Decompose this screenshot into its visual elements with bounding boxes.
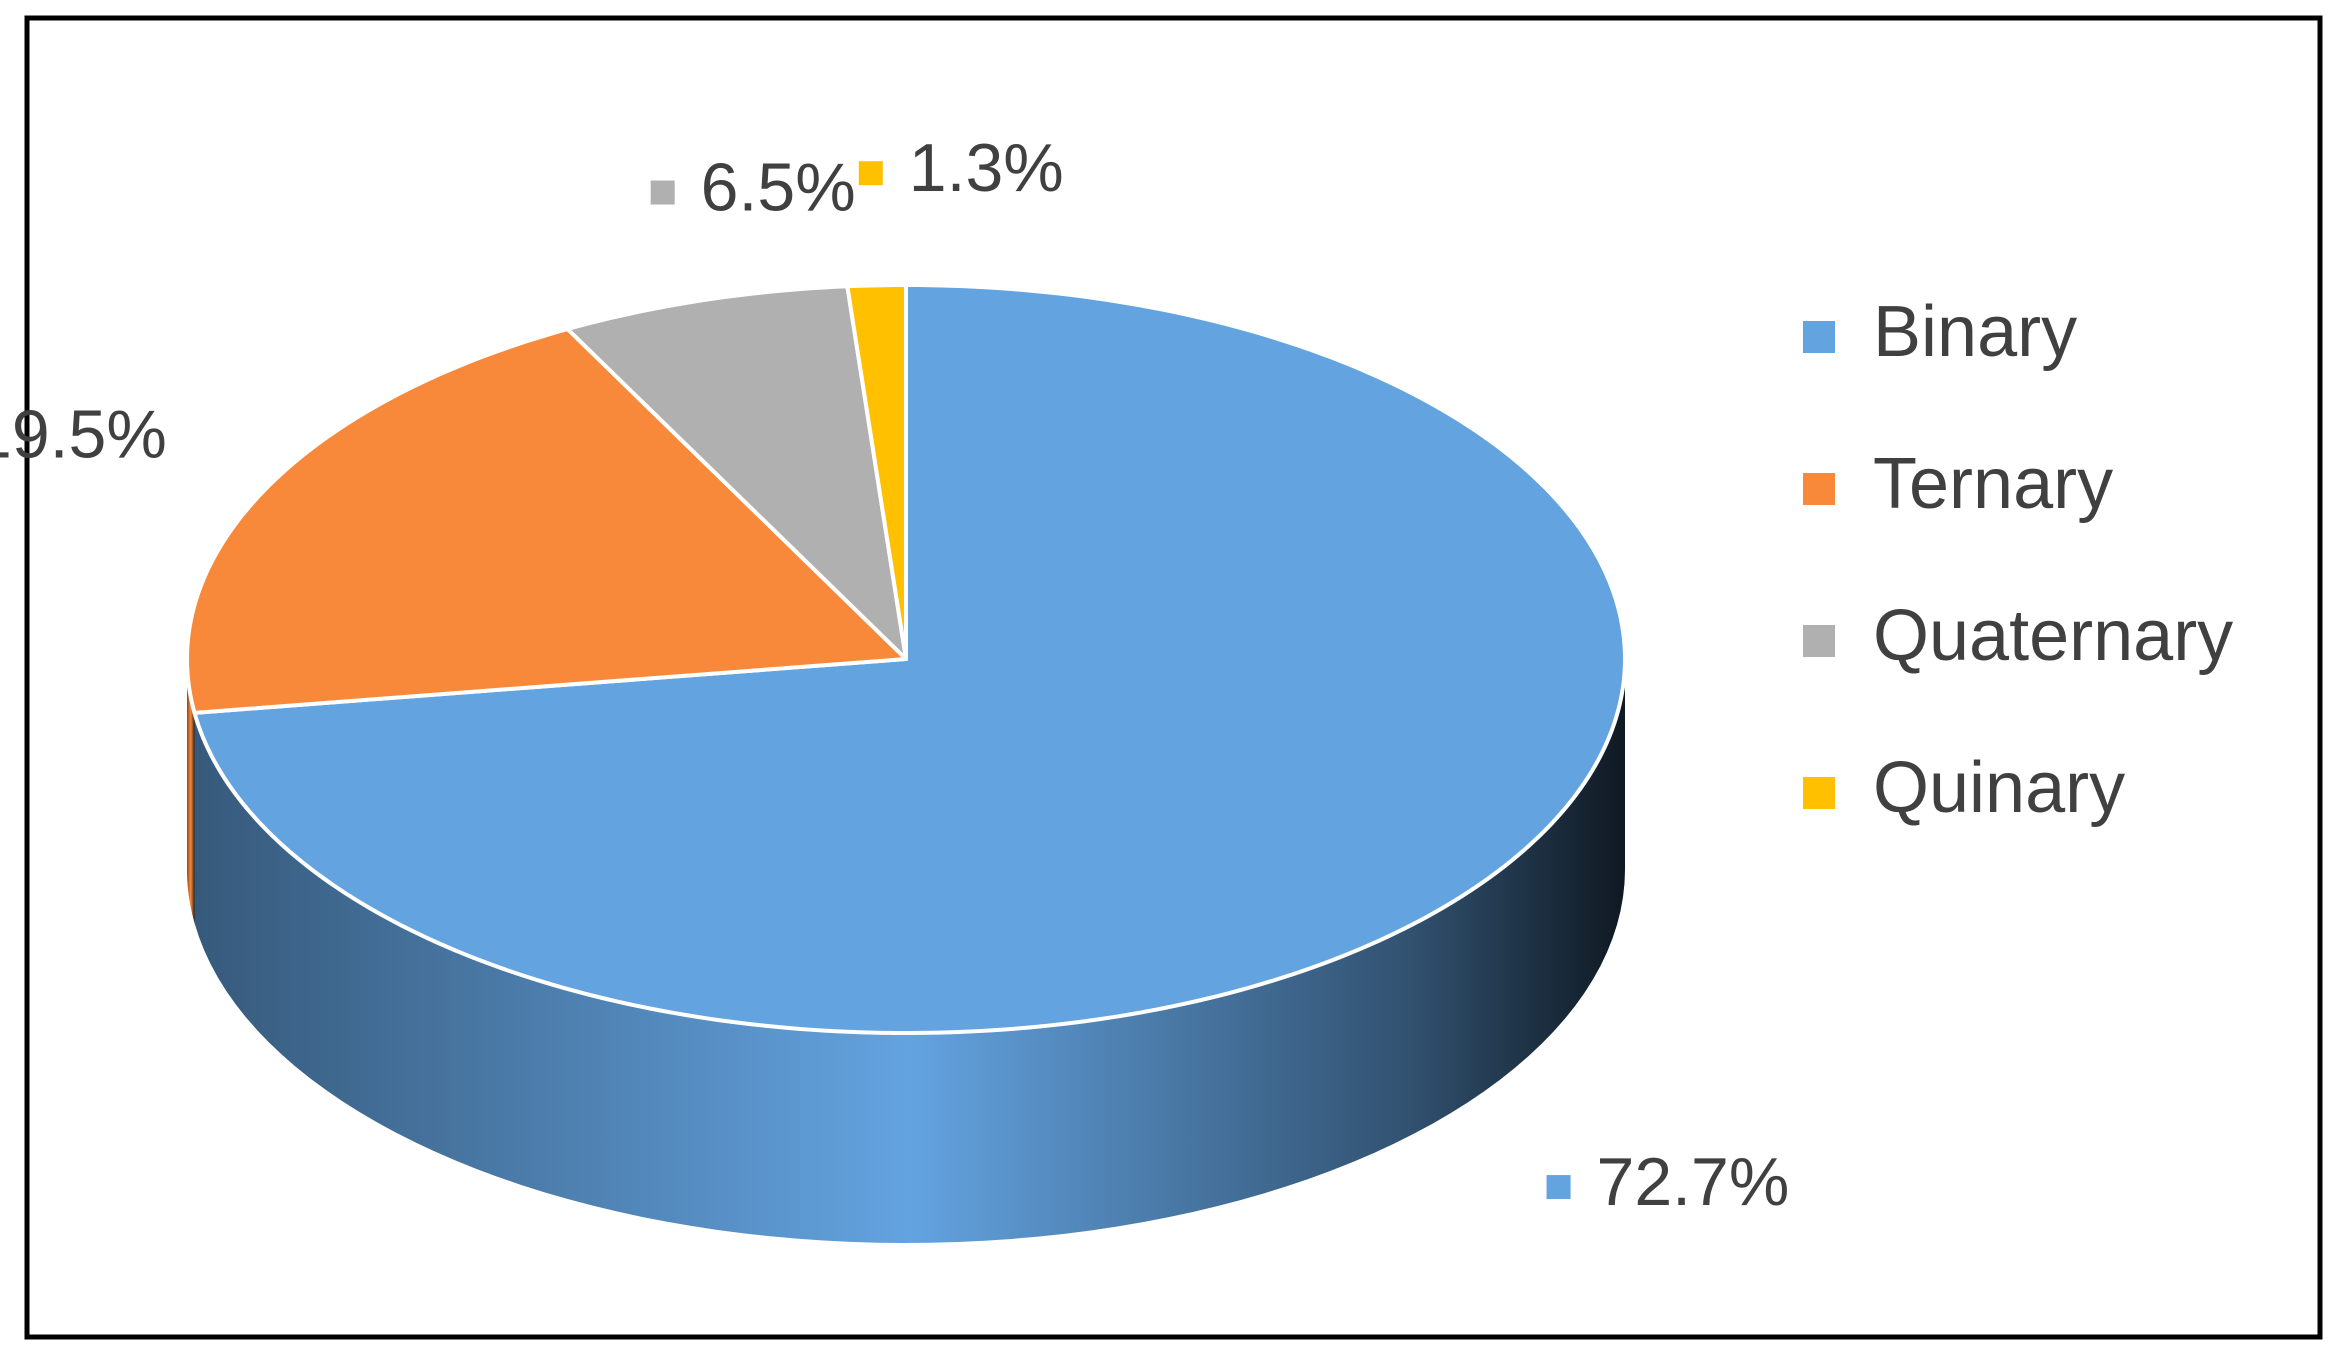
- side-shade: [187, 659, 195, 923]
- data-label: 19.5%: [0, 397, 167, 473]
- legend: Binary Ternary Quaternary Quinary: [1803, 292, 2233, 828]
- legend-swatch: [1803, 321, 1835, 353]
- legend-label: Ternary: [1873, 444, 2113, 524]
- pie: 72.7% 19.5% 6.5% 1.3%: [0, 130, 1789, 1243]
- legend-swatch: [1803, 625, 1835, 657]
- legend-swatch: [1803, 777, 1835, 809]
- label-marker: [650, 180, 675, 205]
- label-marker: [1546, 1175, 1571, 1200]
- label-marker: [858, 161, 883, 186]
- legend-swatch: [1803, 473, 1835, 505]
- legend-label: Binary: [1873, 292, 2077, 372]
- legend-label: Quaternary: [1873, 596, 2233, 676]
- data-label: 6.5%: [701, 150, 856, 226]
- slice: [185, 327, 908, 715]
- slice: [845, 283, 908, 661]
- slice: [192, 283, 1627, 1035]
- side-shade: [194, 659, 1626, 1243]
- slice: [565, 284, 908, 661]
- legend-label: Quinary: [1873, 748, 2125, 828]
- data-label: 1.3%: [909, 130, 1064, 206]
- data-label: 72.7%: [1597, 1144, 1790, 1220]
